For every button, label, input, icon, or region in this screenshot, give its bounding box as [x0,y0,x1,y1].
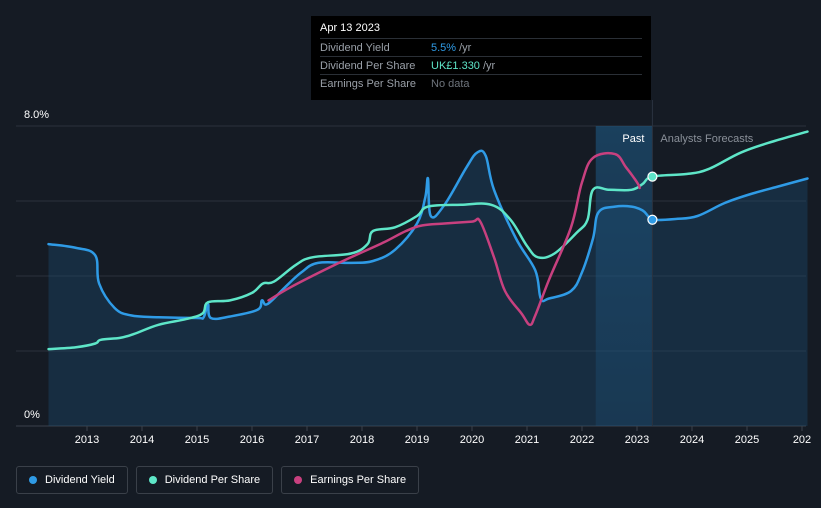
past-region-label: Past [622,133,644,145]
tooltip-row-yield: Dividend Yield 5.5% /yr [320,38,642,56]
legend-earnings-per-share[interactable]: Earnings Per Share [281,466,420,494]
x-tick-label: 2025 [735,434,759,446]
hover-marker-dividend-per-share [647,171,658,182]
x-tick-label: 2021 [515,434,539,446]
x-tick-label: 2013 [75,434,99,446]
series-fills [48,150,808,426]
x-tick-label: 2024 [680,434,704,446]
tooltip-label: Dividend Per Share [320,59,416,72]
x-tick-label: 2014 [130,434,154,446]
dividend-yield-area [48,150,808,426]
legend-dot-icon [29,476,37,484]
legend-dot-icon [148,476,157,484]
tooltip-label: Earnings Per Share [320,77,416,90]
forecast-region-label: Analysts Forecasts [660,133,753,145]
chart-legend: Dividend Yield Dividend Per Share Earnin… [16,466,420,494]
dividend-yield-line [47,149,809,321]
tooltip-date: Apr 13 2023 [320,22,380,34]
tooltip-value: UK£1.330 [431,59,480,72]
data-tooltip: Apr 13 2023 Dividend Yield 5.5% /yr Divi… [311,16,651,100]
x-tick-label: 2016 [240,434,264,446]
hover-marker-dividend-yield [647,214,658,225]
dividend-per-share-line [47,130,809,351]
y-axis-max-label: 8.0% [24,109,49,121]
x-tick-label: 2019 [405,434,429,446]
tooltip-unit: /yr [482,59,496,72]
x-tick-label: 2017 [295,434,319,446]
legend-dot-icon [294,476,303,484]
x-tick-label: 2023 [625,434,649,446]
x-tick-label: 2022 [570,434,594,446]
tooltip-value: 5.5% [431,41,457,54]
tooltip-value: No data [431,77,470,90]
legend-label: Dividend Per Share [164,474,261,486]
x-tick-label: 2018 [350,434,374,446]
dividend-chart: 8.0% 0% Past Analysts Forecasts 2013 2014… [16,100,811,446]
grid-lines [16,125,806,427]
legend-dividend-per-share[interactable]: Dividend Per Share [135,466,274,494]
tooltip-row-dps: Dividend Per Share UK£1.330 /yr [320,56,642,74]
x-axis-ticks: 2013 2014 2015 2016 2017 2018 2019 2020 2021 2022… [75,426,811,446]
legend-dividend-yield[interactable]: Dividend Yield [16,466,128,494]
legend-label: Earnings Per Share [310,474,407,486]
hover-markers [647,171,658,225]
past-region-shade [595,126,653,426]
x-tick-label: 2015 [185,434,209,446]
tooltip-row-eps: Earnings Per Share No data [320,74,642,92]
legend-label: Dividend Yield [45,474,115,486]
tooltip-label: Dividend Yield [320,41,390,54]
tooltip-unit: /yr [459,41,472,54]
x-tick-label: 202 [793,434,811,446]
y-axis-min-label: 0% [24,409,40,421]
series-lines [47,130,809,351]
earnings-per-share-line [267,151,641,327]
x-tick-label: 2020 [460,434,484,446]
